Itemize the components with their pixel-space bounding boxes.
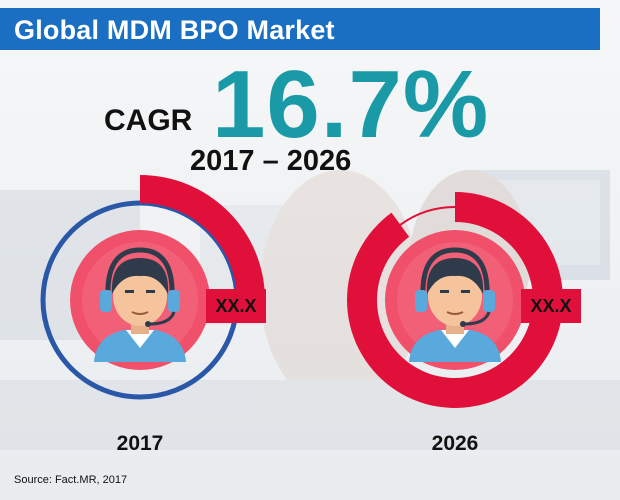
cagr-label: CAGR	[104, 104, 193, 137]
chart-title: Global MDM BPO Market	[14, 15, 335, 45]
value-label-2026: XX.X	[521, 289, 581, 323]
year-label-2026: 2026	[431, 432, 479, 455]
ring-gap-2026	[399, 206, 455, 226]
ring-2017	[40, 175, 265, 400]
title-bar: Global MDM BPO Market	[0, 8, 600, 50]
source-note: Source: Fact.MR, 2017	[14, 474, 128, 486]
cagr-period: 2017 – 2026	[190, 145, 352, 177]
headset-agent-icon-1	[385, 230, 525, 370]
headset-agent-icon-0	[70, 230, 210, 370]
year-label-2017: 2017	[116, 432, 164, 455]
ring-2026	[346, 192, 563, 408]
cagr-value: 16.7%	[212, 51, 490, 158]
ring-sector-2017	[140, 175, 265, 300]
value-label-2017: XX.X	[206, 289, 266, 323]
